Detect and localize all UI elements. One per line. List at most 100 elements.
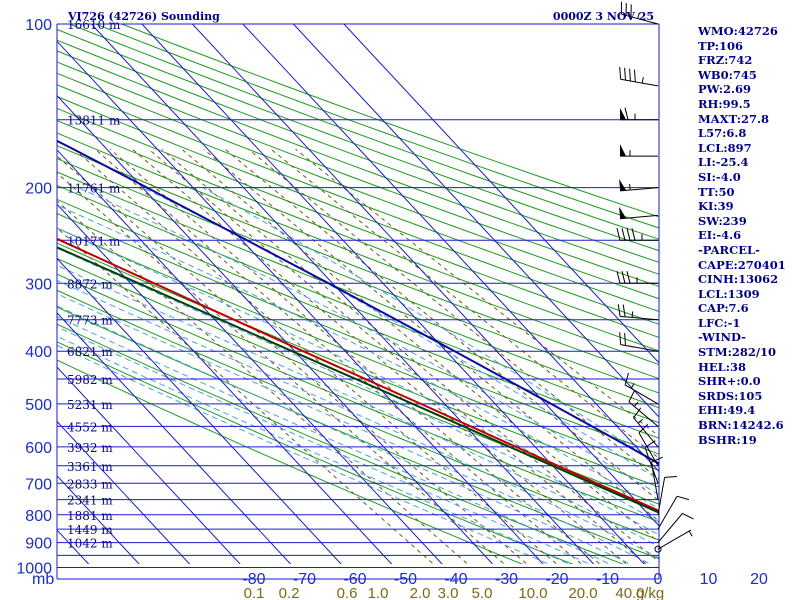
dry-adiabat-line xyxy=(57,132,659,366)
index-item: TT:50 xyxy=(698,184,735,199)
mixing-ratio-tick-label: 0.6 xyxy=(337,585,358,600)
wind-barb xyxy=(619,66,659,87)
isotherm-line xyxy=(57,420,191,564)
wind-barb-flag xyxy=(651,456,663,463)
isotherm-line xyxy=(91,24,595,564)
index-item: -PARCEL- xyxy=(698,242,760,257)
wind-barb-flag xyxy=(624,372,629,386)
wind-barb-flag xyxy=(617,304,621,317)
wind-barb-flag xyxy=(621,271,626,284)
wind-barb xyxy=(620,144,658,157)
valid-time: 0000Z 3 NOV 25 xyxy=(553,10,654,23)
wind-barb-pennant xyxy=(619,178,627,191)
isotherm-line xyxy=(57,149,443,564)
dry-adiabat-line xyxy=(57,289,659,541)
temperature-tick-label: -80 xyxy=(242,571,265,588)
wind-barb-half-flag xyxy=(633,401,639,407)
wind-barb-pennant xyxy=(620,144,626,157)
index-item: BSHR:19 xyxy=(698,432,757,447)
pressure-tick-label: 600 xyxy=(25,440,52,457)
temperature-line xyxy=(57,237,659,512)
index-item: TP:106 xyxy=(698,38,744,53)
temperature-tick-label: -30 xyxy=(495,571,518,588)
pressure-tick-label: 900 xyxy=(25,536,52,553)
dry-adiabat-line xyxy=(57,257,659,505)
dry-adiabat-line xyxy=(57,227,659,471)
index-item: SW:239 xyxy=(698,213,747,228)
index-item: LCL:897 xyxy=(698,140,752,155)
wind-barb-flag xyxy=(626,271,631,284)
surface-wind-marker xyxy=(654,545,662,553)
index-item: -WIND- xyxy=(698,330,746,345)
index-item: CAP:7.6 xyxy=(698,301,749,316)
temperature-tick-label: -20 xyxy=(545,571,568,588)
moist-adiabat-line xyxy=(57,264,659,548)
mixing-ratio-tick-label: 1.0 xyxy=(368,585,389,600)
wind-barb-flag xyxy=(638,423,649,434)
height-label: 4552 m xyxy=(67,420,113,434)
mixing-ratio-line xyxy=(57,155,528,564)
dewpoint-line xyxy=(57,246,659,514)
dry-adiabat-line xyxy=(57,158,659,394)
height-label: 6821 m xyxy=(67,345,113,359)
wind-barb-flag xyxy=(624,107,629,120)
wind-barb xyxy=(619,178,659,192)
index-item: CINH:13062 xyxy=(698,272,779,287)
wind-barb-flag xyxy=(628,390,635,403)
wind-barb-flag xyxy=(644,440,656,449)
parcel-line xyxy=(57,139,659,465)
wind-barb xyxy=(619,206,659,220)
wind-barb-staff xyxy=(657,495,678,530)
mixing-ratio-tick-label: 0.1 xyxy=(244,585,265,600)
wind-barb xyxy=(650,456,663,500)
wind-barb xyxy=(616,271,658,284)
height-label: 8872 m xyxy=(67,277,113,291)
wind-barb-staff xyxy=(650,462,659,500)
height-label: 13811 m xyxy=(67,114,121,128)
wind-barb-staff xyxy=(657,513,683,543)
pressure-tick-label: 500 xyxy=(25,397,52,414)
mixing-ratio-line xyxy=(132,148,628,564)
isotherm-line xyxy=(242,24,659,473)
dry-adiabat-line xyxy=(57,72,659,300)
wind-barb-staff xyxy=(657,477,666,515)
wind-barb-staff xyxy=(620,187,659,192)
wind-barb xyxy=(620,1,659,25)
wind-barb-staff xyxy=(620,344,659,352)
wind-barb-flag xyxy=(629,68,631,82)
height-label: 2341 m xyxy=(67,494,113,508)
mixing-ratio-line xyxy=(57,200,469,564)
wind-barb-half-flag xyxy=(629,184,631,191)
isotherm-line xyxy=(57,366,241,564)
wind-barb xyxy=(624,372,659,405)
index-item: KI:39 xyxy=(698,199,734,214)
wind-barb xyxy=(617,304,659,321)
height-label: 16610 m xyxy=(67,18,121,32)
isotherm-line xyxy=(57,257,342,564)
wind-barb-flag xyxy=(634,69,636,82)
height-label: 11761 m xyxy=(67,182,121,196)
pressure-tick-label: 1000 xyxy=(16,561,52,578)
height-label: 1042 m xyxy=(67,537,113,551)
isotherm-line xyxy=(192,24,659,527)
height-label: 5982 m xyxy=(67,373,113,387)
temperature-tick-label: -60 xyxy=(343,571,366,588)
wind-barb-flag xyxy=(624,333,626,346)
dry-adiabat-line xyxy=(57,28,659,252)
index-item: HEL:38 xyxy=(698,359,746,374)
temperature-tick-label: 10 xyxy=(700,571,718,588)
wind-barb xyxy=(628,390,659,427)
wind-barb-half-flag xyxy=(631,311,634,318)
index-item: LFC:-1 xyxy=(698,315,741,330)
dry-adiabat-line xyxy=(57,50,659,275)
mixing-ratio-tick-label: 40.0 xyxy=(615,585,644,600)
mixing-ratio-tick-label: 5.0 xyxy=(472,585,493,600)
wind-barb-flag xyxy=(616,228,621,241)
wind-barb-flag xyxy=(682,513,694,520)
wind-barb-half-flag xyxy=(637,418,644,424)
wind-barb xyxy=(657,529,693,550)
wind-barb-staff xyxy=(628,401,659,427)
temperature-tick-label: 20 xyxy=(750,571,768,588)
wind-barb-flag xyxy=(619,332,622,345)
